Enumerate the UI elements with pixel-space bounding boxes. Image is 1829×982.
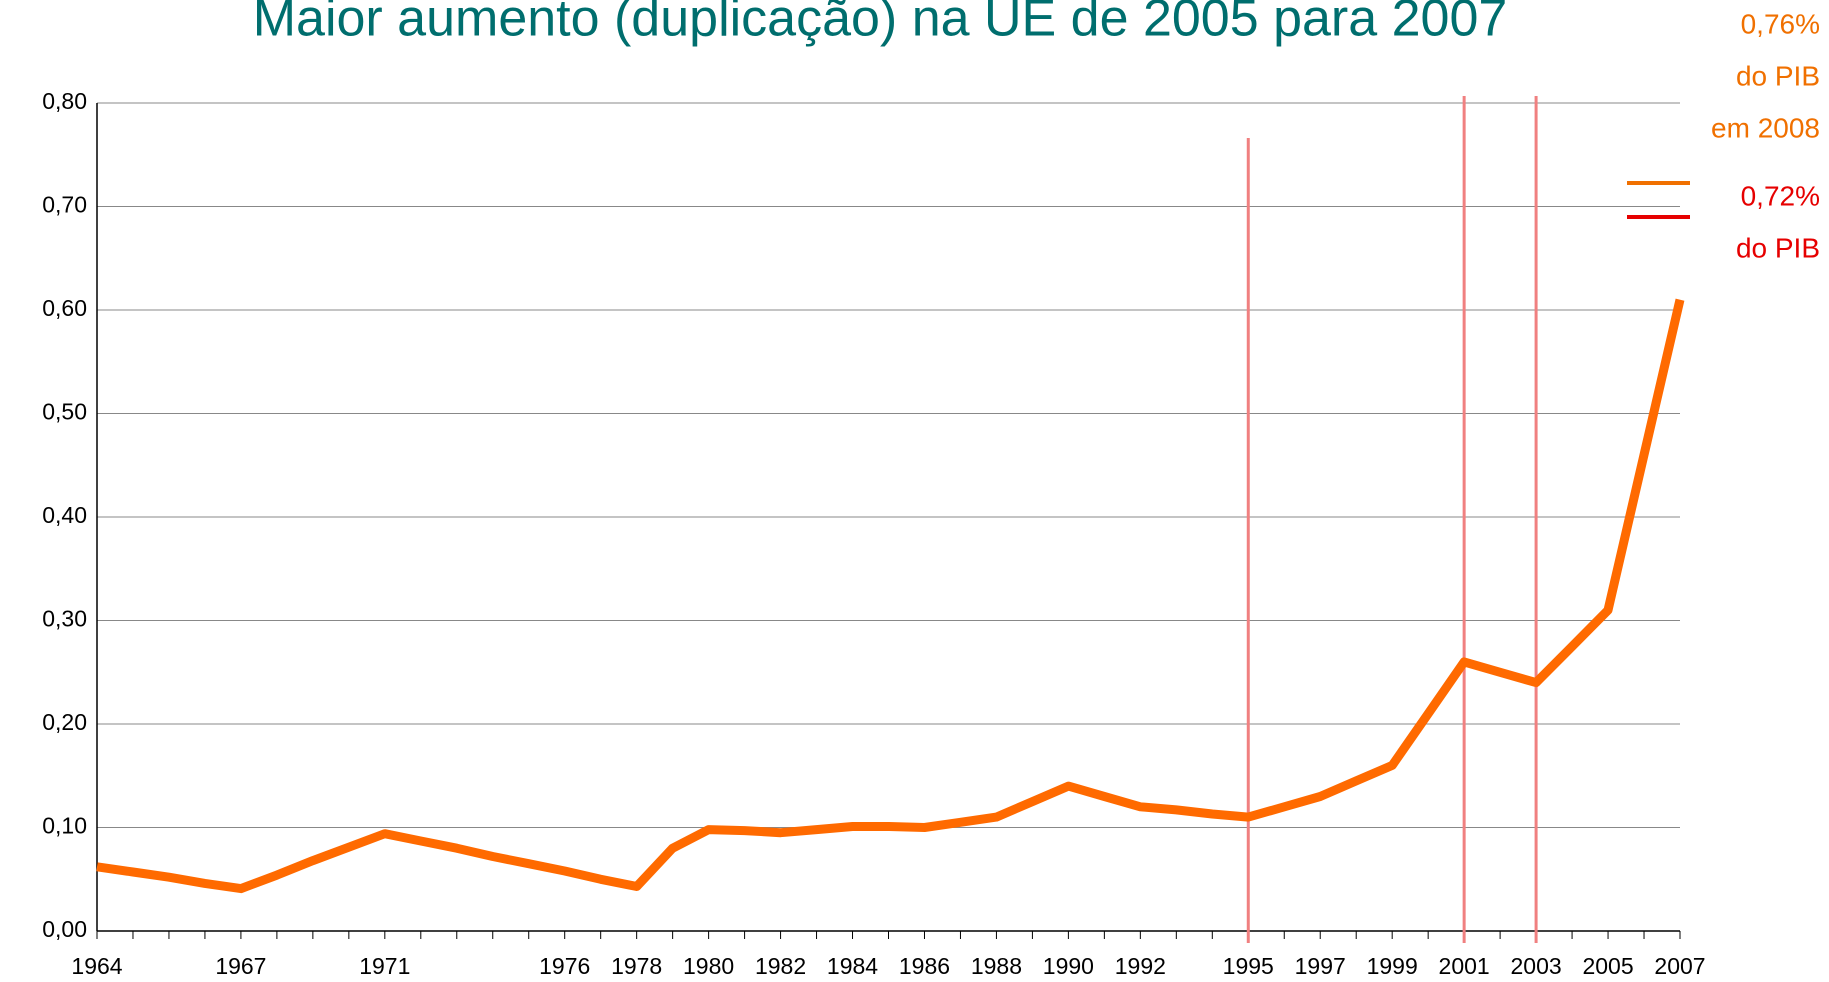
- x-tick-label: 1986: [899, 953, 950, 977]
- chart-title: Maior aumento (duplicação) na UE de 2005…: [253, 0, 1508, 48]
- y-tick-label: 0,40: [42, 502, 87, 528]
- x-tick-label: 1964: [71, 953, 122, 977]
- x-tick-label: 1997: [1295, 953, 1346, 977]
- y-tick-label: 0,10: [42, 813, 87, 839]
- y-tick-label: 0,30: [42, 606, 87, 632]
- x-tick-label: 1982: [755, 953, 806, 977]
- annotation-text: do PIB: [1736, 232, 1820, 263]
- annotation-text: 0,72%: [1741, 180, 1820, 211]
- x-tick-label: 1988: [971, 953, 1022, 977]
- y-tick-label: 0,20: [42, 709, 87, 735]
- x-tick-label: 1978: [611, 953, 662, 977]
- x-tick-label: 2003: [1511, 953, 1562, 977]
- x-tick-label: 2007: [1654, 953, 1705, 977]
- x-tick-label: 1971: [359, 953, 410, 977]
- x-tick-label: 1976: [539, 953, 590, 977]
- annotation-text: 0,76%: [1741, 8, 1820, 39]
- x-tick-label: 2001: [1439, 953, 1490, 977]
- x-tick-label: 2005: [1582, 953, 1633, 977]
- y-tick-label: 0,80: [42, 88, 87, 114]
- x-tick-label: 1984: [827, 953, 878, 977]
- y-tick-label: 0,50: [42, 399, 87, 425]
- x-tick-label: 1980: [683, 953, 734, 977]
- line-series: [96, 298, 1685, 894]
- x-tick-label: 1992: [1115, 953, 1166, 977]
- annotation-text: do PIB: [1736, 60, 1820, 91]
- x-tick-label: 1990: [1043, 953, 1094, 977]
- x-tick-label: 1995: [1223, 953, 1274, 977]
- y-tick-label: 0,60: [42, 295, 87, 321]
- y-tick-label: 0,00: [42, 916, 87, 942]
- annotation-text: em 2008: [1711, 112, 1820, 143]
- x-tick-label: 1999: [1367, 953, 1418, 977]
- x-tick-label: 1967: [215, 953, 266, 977]
- y-tick-label: 0,70: [42, 192, 87, 218]
